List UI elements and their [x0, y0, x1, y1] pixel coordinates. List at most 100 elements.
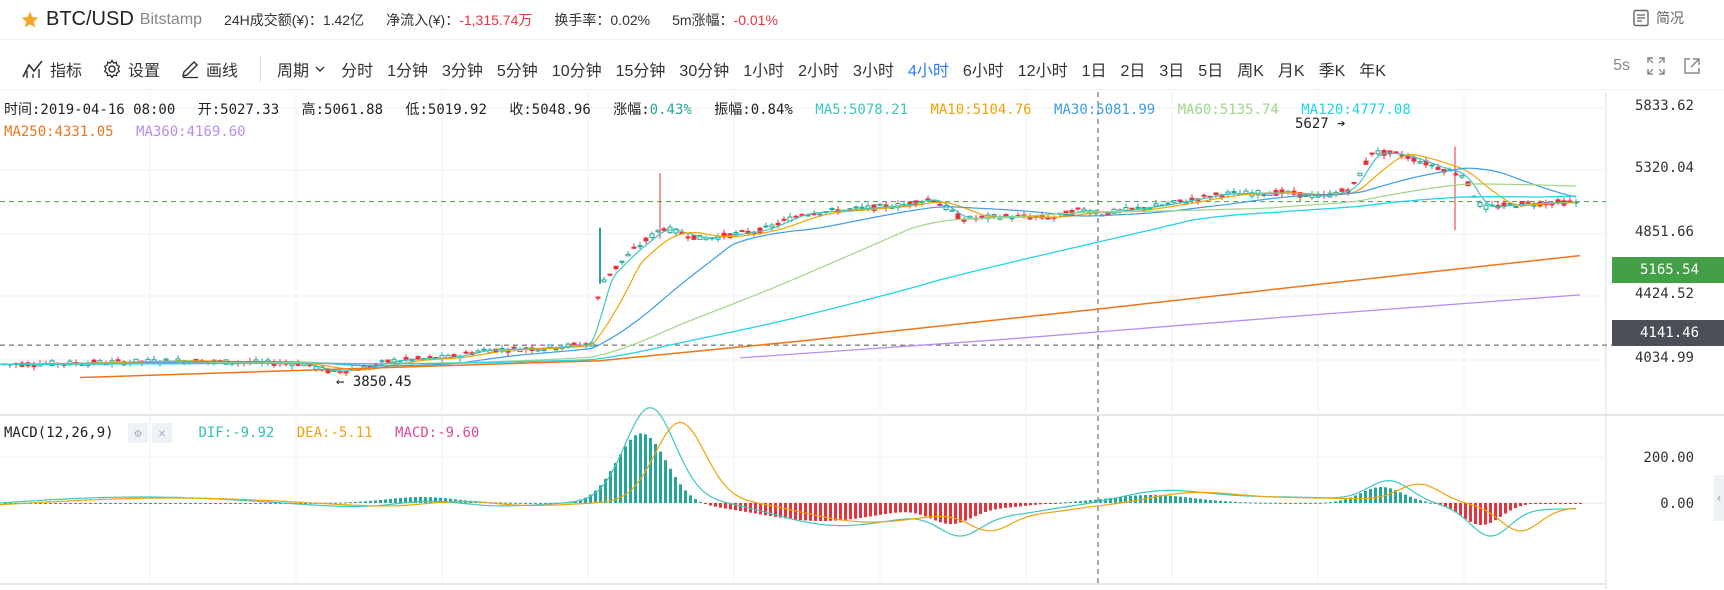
macd-histogram-bar [1059, 502, 1062, 504]
period-option[interactable]: 3日 [1159, 62, 1185, 80]
chart-canvas[interactable] [0, 92, 1724, 590]
refresh-interval[interactable]: 5s [1613, 57, 1630, 74]
summary-button[interactable]: 简况 [1632, 8, 1684, 28]
macd-histogram-bar [959, 503, 962, 523]
period-option[interactable]: 10分钟 [551, 62, 602, 80]
macd-histogram-bar [754, 503, 757, 514]
macd-histogram-bar [254, 502, 257, 504]
macd-settings-icon[interactable]: ⚙ [128, 423, 149, 443]
macd-histogram-bar [1229, 501, 1232, 503]
chevron-down-icon [315, 66, 325, 72]
macd-histogram-bar [214, 503, 217, 504]
stat-5m-change: 5m涨幅：-0.01% [672, 10, 778, 30]
macd-histogram-bar [264, 502, 267, 504]
settings-label: 设置 [128, 62, 161, 80]
macd-histogram-bar [299, 502, 302, 504]
candle-body [313, 366, 319, 370]
macd-histogram-bar [709, 503, 712, 506]
macd-histogram-bar [419, 497, 422, 503]
period-option[interactable]: 5分钟 [496, 62, 538, 80]
period-option[interactable]: 6小时 [962, 62, 1004, 80]
collapse-panel-handle[interactable]: ‹ [1714, 475, 1724, 521]
candle-body [1357, 172, 1363, 177]
candle-body [793, 215, 799, 218]
price-axis-label: 4851.66 [1634, 224, 1694, 240]
stat-volume: 24H成交额(¥)：1.42亿 [224, 10, 364, 30]
macd-histogram-bar [544, 502, 547, 504]
favorite-star-icon[interactable] [20, 10, 40, 30]
period-option[interactable]: 30分钟 [679, 62, 730, 80]
candle-body [649, 233, 655, 238]
macd-histogram-bar [809, 503, 812, 521]
macd-histogram-bar [209, 503, 212, 504]
macd-histogram-bar [1309, 502, 1312, 504]
period-option[interactable]: 12小时 [1017, 62, 1068, 80]
candle-body [817, 213, 823, 216]
candle-body [1555, 199, 1561, 203]
period-option[interactable]: 4小时 [907, 62, 949, 80]
macd-histogram-bar [1224, 501, 1227, 503]
macd-histogram-bar [279, 502, 282, 504]
macd-histogram-bar [1289, 502, 1292, 504]
macd-histogram-bar [274, 502, 277, 504]
period-dropdown[interactable]: 周期 [277, 57, 327, 81]
candle-body [1459, 174, 1465, 178]
macd-histogram-bar [899, 503, 902, 513]
candle-body [553, 348, 559, 351]
period-option[interactable]: 季K [1318, 62, 1346, 80]
macd-histogram-bar [444, 498, 447, 503]
candle-body [619, 260, 625, 263]
macd-histogram-bar [1524, 503, 1527, 505]
period-option[interactable]: 分时 [341, 62, 374, 80]
candle-body [1129, 207, 1135, 210]
fullscreen-icon[interactable] [1646, 56, 1666, 76]
candle-body [739, 230, 745, 233]
macd-histogram-bar [814, 503, 817, 521]
macd-histogram-bar [674, 477, 677, 503]
macd-histogram-bar [679, 484, 682, 503]
macd-histogram-bar [739, 503, 742, 511]
macd-histogram-bar [1474, 503, 1477, 525]
candle-body [1171, 199, 1177, 203]
period-option[interactable]: 年K [1359, 62, 1386, 80]
period-option[interactable]: 1小时 [743, 62, 785, 80]
indicator-button[interactable]: 指标 [22, 57, 82, 81]
macd-histogram-bar [1344, 499, 1347, 503]
candle-body [463, 351, 469, 354]
period-option[interactable]: 3分钟 [441, 62, 483, 80]
macd-histogram-bar [1449, 503, 1452, 510]
macd-histogram-bar [1269, 502, 1272, 504]
macd-histogram-bar [919, 503, 922, 515]
candle-body [481, 348, 487, 351]
period-option[interactable]: 周K [1237, 62, 1264, 80]
macd-histogram-bar [1039, 503, 1042, 505]
candle-body [1261, 194, 1267, 197]
macd-histogram-bar [399, 497, 402, 503]
macd-histogram-bar [1529, 503, 1532, 505]
period-option[interactable]: 1分钟 [387, 62, 428, 80]
macd-histogram-bar [1439, 503, 1442, 506]
macd-histogram-bar [1504, 503, 1507, 514]
macd-histogram-bar [939, 503, 942, 523]
macd-histogram-bar [1579, 503, 1582, 504]
macd-histogram-bar [64, 503, 67, 504]
period-option[interactable]: 15分钟 [615, 62, 666, 80]
stat-turnover-label: 换手率： [554, 11, 611, 28]
period-option[interactable]: 3小时 [853, 62, 894, 80]
kline-chart[interactable]: 时间:2019-04-16 08:00 开:5027.33 高:5061.88 … [0, 92, 1724, 590]
settings-button[interactable]: 设置 [102, 57, 160, 81]
period-option[interactable]: 2日 [1120, 62, 1146, 80]
macd-histogram-bar [649, 437, 652, 503]
macd-histogram-bar [1334, 501, 1337, 503]
macd-histogram-bar [509, 502, 512, 504]
period-option[interactable]: 1日 [1081, 62, 1107, 80]
draw-button[interactable]: 画线 [180, 57, 238, 81]
period-option[interactable]: 月K [1277, 62, 1305, 80]
popout-icon[interactable] [1682, 56, 1702, 76]
macd-histogram-bar [1069, 501, 1072, 503]
macd-close-icon[interactable]: ✕ [152, 423, 173, 443]
period-option[interactable]: 2小时 [798, 62, 840, 80]
macd-histogram-bar [1049, 503, 1052, 504]
macd-histogram-bar [49, 503, 52, 504]
period-option[interactable]: 5日 [1198, 62, 1224, 80]
